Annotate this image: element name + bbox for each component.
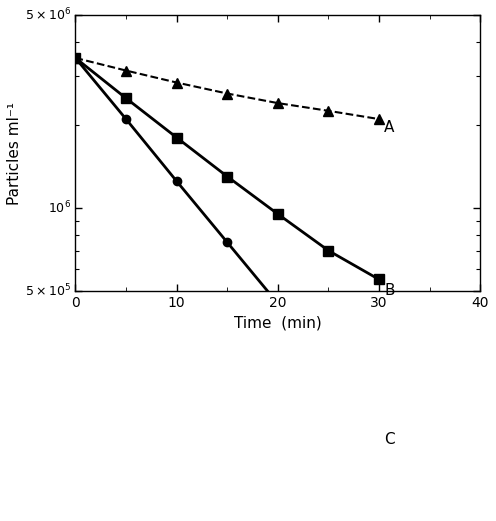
Text: A: A (384, 120, 394, 135)
Text: $10^6$: $10^6$ (48, 200, 71, 216)
Text: $5 \times 10^5$: $5 \times 10^5$ (25, 282, 71, 299)
Text: $5 \times 10^6$: $5 \times 10^6$ (25, 7, 71, 23)
X-axis label: Time  (min): Time (min) (234, 315, 322, 330)
Y-axis label: Particles ml⁻¹: Particles ml⁻¹ (7, 102, 22, 205)
Text: C: C (384, 431, 395, 446)
Text: B: B (384, 283, 395, 299)
